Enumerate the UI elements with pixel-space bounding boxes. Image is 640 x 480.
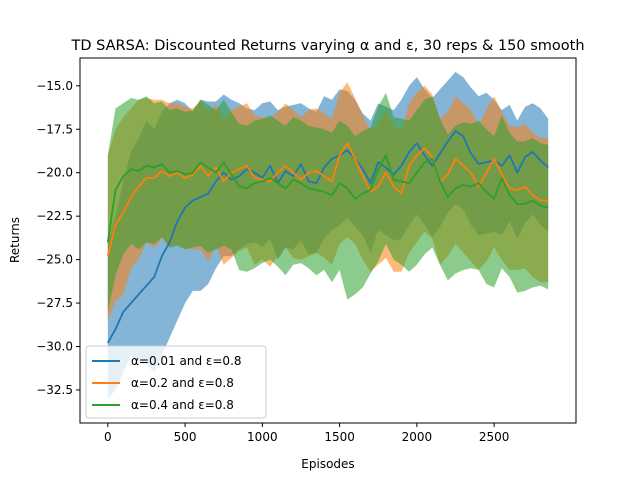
band-series-3	[107, 92, 549, 312]
chart-title: TD SARSA: Discounted Returns varying α a…	[70, 38, 584, 54]
x-tick-label: 0	[104, 430, 112, 444]
legend-box	[85, 345, 267, 419]
x-tick-label: 2500	[479, 430, 510, 444]
x-tick-label: 1000	[247, 430, 278, 444]
x-axis-ticks: 0 500 1000 1500 2000 2500	[104, 423, 509, 444]
y-tick-label: −30.0	[36, 340, 73, 354]
line-series-1	[107, 130, 549, 344]
y-tick-label: −20.0	[36, 166, 73, 180]
legend: α=0.01 and ε=0.8 α=0.2 and ε=0.8 α=0.4 and…	[85, 345, 267, 419]
x-axis-title: Episodes	[301, 457, 354, 471]
y-tick-label: −15.0	[36, 79, 73, 93]
legend-label-3: α=0.4 and ε=0.8	[131, 398, 234, 412]
line-series-2	[106, 142, 549, 257]
y-axis-title: Returns	[8, 217, 22, 263]
legend-label-2: α=0.2 and ε=0.8	[131, 376, 234, 390]
series-lines	[106, 130, 549, 344]
y-tick-label: −32.5	[36, 383, 73, 397]
x-tick-label: 500	[174, 430, 197, 444]
y-tick-label: −22.5	[36, 209, 73, 223]
x-tick-label: 1500	[324, 430, 355, 444]
confidence-bands	[107, 71, 549, 399]
y-tick-label: −27.5	[36, 296, 73, 310]
legend-label-1: α=0.01 and ε=0.8	[131, 354, 242, 368]
line-series-3	[106, 154, 549, 243]
y-tick-label: −25.0	[36, 253, 73, 267]
plot-frame	[79, 57, 577, 424]
x-tick-label: 2000	[402, 430, 433, 444]
y-axis-ticks: −32.5 −30.0 −27.5 −25.0 −22.5 −20.0 −17.5 −15.0	[36, 79, 80, 397]
y-tick-label: −17.5	[36, 122, 73, 136]
